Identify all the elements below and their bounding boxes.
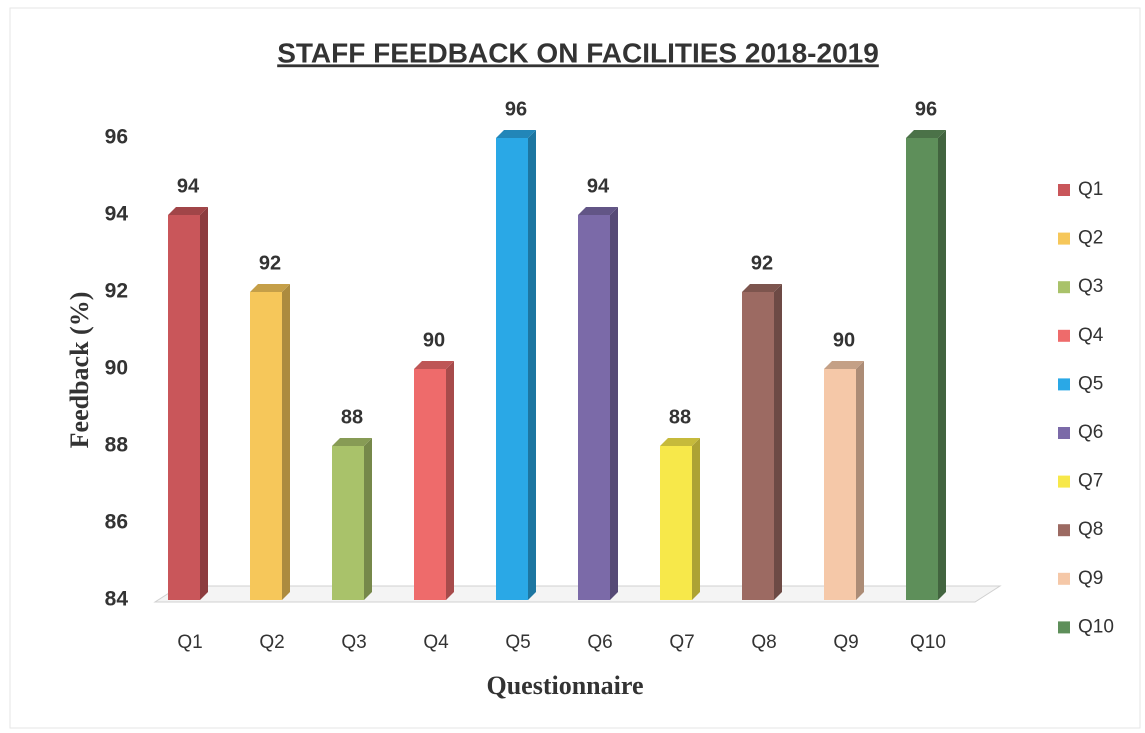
data-label: 90 [833, 329, 855, 351]
bar-side [610, 207, 618, 600]
bar [250, 292, 282, 600]
legend-swatch [1058, 281, 1070, 294]
x-tick-label: Q2 [259, 632, 284, 653]
bar [414, 369, 446, 600]
legend-swatch [1058, 232, 1070, 245]
legend-label: Q4 [1078, 325, 1104, 346]
bar [660, 446, 692, 600]
legend-label: Q10 [1078, 616, 1114, 637]
bar-side [856, 361, 864, 600]
x-tick-label: Q5 [505, 632, 530, 653]
chart-title: STAFF FEEDBACK ON FACILITIES 2018-2019 [277, 37, 879, 68]
bar [906, 138, 938, 600]
data-label: 96 [505, 98, 527, 120]
y-tick-label: 92 [105, 280, 128, 303]
legend-swatch [1058, 524, 1070, 537]
legend-swatch [1058, 475, 1070, 488]
legend-label: Q6 [1078, 422, 1103, 443]
legend-label: Q7 [1078, 471, 1103, 492]
legend-swatch [1058, 329, 1070, 342]
bar [332, 446, 364, 600]
bar-top [660, 438, 700, 446]
x-tick-label: Q3 [341, 632, 366, 653]
bar-top [168, 207, 208, 215]
y-axis-label: Feedback (%) [65, 292, 94, 449]
x-tick-label: Q4 [423, 632, 449, 653]
legend-swatch [1058, 621, 1070, 634]
bar-top [824, 361, 864, 369]
legend-swatch [1058, 572, 1070, 585]
bar [496, 138, 528, 600]
legend-label: Q5 [1078, 373, 1103, 394]
bar [578, 215, 610, 600]
data-label: 92 [259, 252, 281, 274]
x-tick-label: Q8 [751, 632, 776, 653]
x-tick-label: Q6 [587, 632, 612, 653]
data-label: 96 [915, 98, 937, 120]
bar-side [692, 438, 700, 600]
x-tick-label: Q10 [910, 632, 946, 653]
legend-label: Q8 [1078, 519, 1103, 540]
bar-top [250, 284, 290, 292]
data-label: 88 [669, 406, 691, 428]
bar-side [282, 284, 290, 600]
data-label: 94 [587, 175, 610, 197]
bar-top [906, 130, 946, 138]
bar-top [332, 438, 372, 446]
x-axis-label: Questionnaire [487, 671, 644, 700]
legend-swatch [1058, 184, 1070, 196]
legend-swatch [1058, 378, 1070, 391]
legend-label: Q1 [1078, 179, 1103, 200]
x-tick-label: Q9 [833, 632, 858, 653]
legend-label: Q9 [1078, 568, 1103, 589]
bar-top [578, 207, 618, 215]
y-tick-label: 96 [105, 126, 128, 149]
y-tick-label: 94 [105, 203, 129, 226]
legend-label: Q3 [1078, 276, 1103, 297]
data-label: 90 [423, 329, 445, 351]
y-tick-label: 86 [105, 511, 128, 534]
bar-side [528, 130, 536, 600]
data-label: 88 [341, 406, 363, 428]
bar-side [200, 207, 208, 600]
y-tick-label: 84 [105, 588, 129, 611]
y-tick-label: 90 [105, 357, 128, 380]
bar-side [774, 284, 782, 600]
bar-side [446, 361, 454, 600]
bar-top [496, 130, 536, 138]
bar [742, 292, 774, 600]
bar [824, 369, 856, 600]
data-label: 94 [177, 175, 200, 197]
legend-label: Q2 [1078, 228, 1103, 249]
bar-top [742, 284, 782, 292]
x-tick-label: Q1 [177, 632, 202, 653]
legend-swatch [1058, 427, 1070, 439]
y-tick-label: 88 [105, 434, 129, 457]
x-tick-label: Q7 [669, 632, 694, 653]
bar-side [364, 438, 372, 600]
bar-top [414, 361, 454, 369]
data-label: 92 [751, 252, 773, 274]
bar [168, 215, 200, 600]
bar-side [938, 130, 946, 600]
